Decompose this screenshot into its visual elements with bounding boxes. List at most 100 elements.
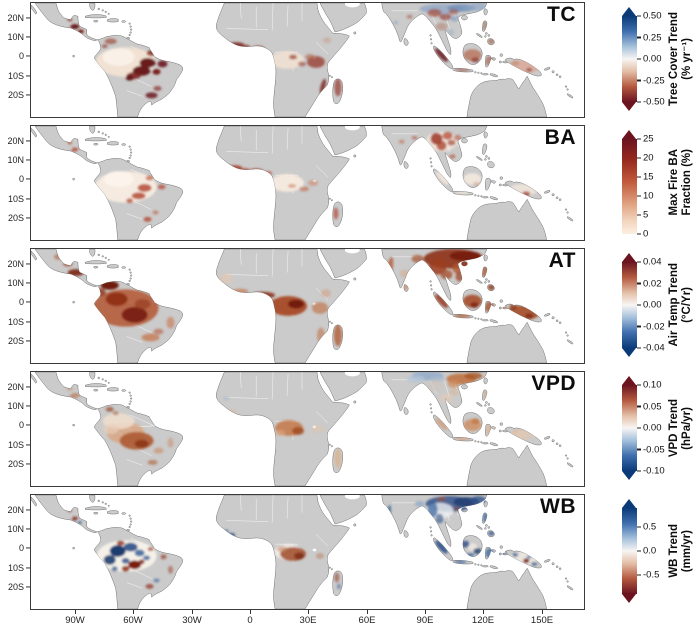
y-tick-label: 20S [7, 335, 24, 346]
colorbar-tick: 20 [637, 153, 654, 164]
x-tick-mark [425, 610, 427, 614]
x-tick-label: 90E [416, 615, 434, 626]
panel-code-tc: TC [547, 3, 576, 26]
y-tick-mark [25, 178, 30, 180]
x-tick-label: 120E [471, 615, 495, 626]
colorbar-tc: 0.50 0.25 0.00 -0.25 -0.50 Tree Cover Tr… [622, 7, 700, 113]
colorbar-units: (mm/yr) [680, 529, 693, 573]
y-tick-mark [25, 463, 30, 465]
y-tick-label: 0 [18, 543, 24, 554]
y-tick-label: 10N [7, 31, 24, 42]
x-tick-label: 60W [123, 615, 143, 626]
y-tick-label: 0 [18, 174, 24, 185]
colorbar-tick: 0.10 [637, 380, 662, 391]
y-tick-mark [25, 36, 30, 38]
colorbar-units: (% yr⁻¹) [680, 38, 693, 80]
y-tick-label: 10S [7, 316, 24, 327]
colorbar-tick: 0.02 [637, 278, 662, 289]
y-tick-label: 10S [7, 562, 24, 573]
colorbar-tick: 15 [637, 172, 654, 183]
colorbar-vpd: 0.10 0.05 0.00 -0.05 -0.10 VPD Trend (hPa… [622, 376, 700, 482]
x-tick-mark [250, 610, 252, 614]
colorbar-tick: 0.50 [637, 11, 662, 22]
map-wb: WB [30, 494, 585, 610]
colorbar-gradient: 0.10 0.05 0.00 -0.05 -0.10 [622, 380, 665, 477]
colorbar-tick: 0.00 [637, 54, 662, 65]
colorbar-title: WB Trend [668, 524, 680, 578]
x-tick-mark [75, 610, 77, 614]
y-tick-label: 20N [7, 381, 24, 392]
y-tick-mark [25, 424, 30, 426]
panel-code-ba: BA [544, 126, 576, 149]
colorbar-gradient: 0.50 0.25 0.00 -0.25 -0.50 [622, 11, 665, 108]
y-tick-label: 20N [7, 135, 24, 146]
y-tick-label: 0 [18, 51, 24, 62]
colorbar-title: VPD Trend [668, 398, 680, 458]
x-tick-label: 90W [65, 615, 85, 626]
colorbar-tick: 0.5 [637, 521, 656, 532]
y-tick-label: 0 [18, 420, 24, 431]
y-tick-mark [25, 443, 30, 446]
x-tick-mark [308, 610, 310, 614]
colorbar-units: (°C/Yr) [680, 287, 693, 323]
colorbar-arrow-down [622, 471, 636, 480]
map-ba: BA [30, 125, 585, 241]
colorbar-units: Fraction (%) [680, 148, 693, 216]
y-tick-label: 10N [7, 277, 24, 288]
y-tick-mark [25, 340, 30, 342]
y-tick-mark [25, 566, 30, 569]
colorbar-tick: 0.0 [637, 546, 656, 557]
y-tick-mark [25, 547, 30, 549]
colorbar-ba: 25 20 15 10 5 0 Max Fire BA Fraction (%) [622, 130, 700, 240]
x-tick-mark [133, 610, 135, 614]
y-tick-mark [25, 159, 30, 161]
colorbar-gradient: 25 20 15 10 5 0 [622, 134, 654, 240]
y-tick-mark [25, 16, 30, 19]
colorbar-tick: 0.00 [637, 423, 662, 434]
panel-row-ba: 20N 10N 0 10S 20S BA 25 [0, 125, 700, 241]
colorbar-tick: -0.05 [637, 444, 665, 455]
colorbar-tick: 0.25 [637, 32, 662, 43]
map-tc: TC [30, 2, 585, 118]
colorbar-tick: 0.00 [637, 300, 662, 311]
y-tick-label: 10S [7, 193, 24, 204]
colorbar-arrow-up [622, 253, 636, 262]
panel-code-vpd: VPD [531, 372, 576, 395]
panel-row-at: 20N 10N 0 10S 20S AT [0, 248, 700, 364]
y-tick-mark [25, 55, 30, 57]
x-tick-label: 60E [358, 615, 376, 626]
vpd-data-layer [66, 372, 537, 469]
map-vpd: VPD [30, 371, 585, 487]
y-tick-mark [25, 94, 30, 96]
colorbar-tick: 0.04 [637, 257, 662, 268]
y-tick-label: 10S [7, 439, 24, 450]
colorbar-tick: -0.5 [637, 570, 659, 581]
y-tick-label: 10S [7, 70, 24, 81]
colorbar-tick: 0.05 [637, 401, 662, 412]
panel-row-tc: 20N 10N 0 10S 20S [0, 2, 700, 118]
colorbar-tick: 5 [637, 210, 648, 221]
panel-row-vpd: 20N 10N 0 10S 20S V [0, 371, 700, 487]
y-tick-mark [25, 197, 30, 200]
panel-code-at: AT [548, 249, 576, 272]
x-tick-mark [192, 610, 194, 614]
colorbar-arrow-up [622, 7, 636, 16]
y-tick-mark [25, 217, 30, 219]
y-tick-mark [25, 405, 30, 407]
x-tick-mark [367, 610, 369, 614]
y-tick-label: 20S [7, 458, 24, 469]
y-tick-mark [25, 385, 30, 388]
colorbar-units: (hPa/yr) [680, 406, 693, 450]
panel-row-wb: 20N 10N 0 10S 20S [0, 494, 700, 610]
y-tick-label: 20N [7, 12, 24, 23]
colorbar-tick: 0 [637, 229, 648, 240]
y-tick-label: 10N [7, 523, 24, 534]
y-tick-label: 20S [7, 89, 24, 100]
colorbar-arrow-down [622, 102, 636, 111]
y-tick-mark [25, 74, 30, 77]
y-tick-mark [25, 508, 30, 511]
y-tick-mark [25, 282, 30, 284]
colorbar-arrow-up [622, 376, 636, 385]
colorbar-arrow-up [622, 499, 636, 508]
panel-code-wb: WB [540, 495, 576, 518]
